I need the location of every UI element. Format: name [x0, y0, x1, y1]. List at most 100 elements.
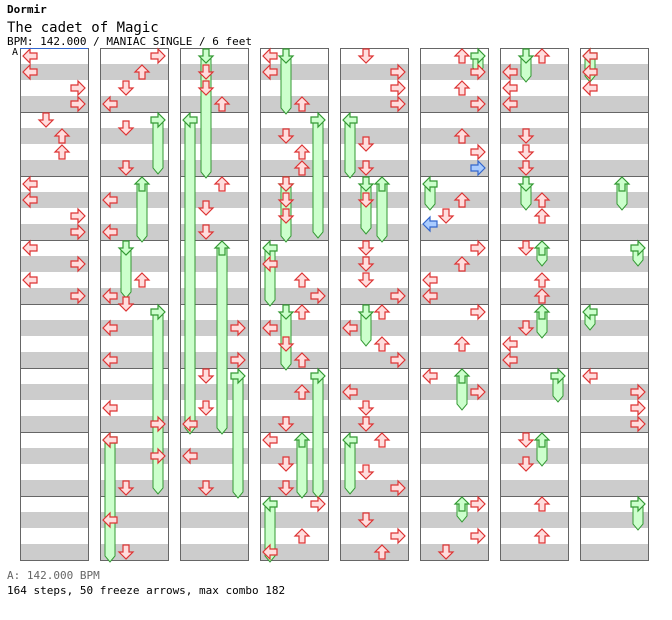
freeze-head-arrow: [197, 48, 215, 64]
freeze-arrow: [296, 439, 308, 499]
beat-stripe: [420, 192, 488, 208]
freeze-head-arrow: [182, 111, 198, 129]
beat-stripe: [260, 96, 328, 112]
beat-stripe: [20, 256, 88, 272]
step-arrow: [22, 47, 38, 65]
freeze-arrow: [376, 183, 388, 243]
freeze-head-arrow: [277, 48, 295, 64]
step-arrow: [277, 336, 295, 352]
beat-stripe: [180, 512, 248, 528]
beat-stripe: [420, 480, 488, 496]
beat-stripe: [100, 544, 168, 560]
step-arrow: [357, 240, 375, 256]
beat-stripe: [100, 128, 168, 144]
beat-stripe: [420, 64, 488, 80]
beat-stripe: [100, 288, 168, 304]
freeze-head-arrow: [117, 240, 135, 256]
beat-stripe: [420, 352, 488, 368]
beat-stripe: [100, 320, 168, 336]
freeze-arrow: [344, 119, 356, 179]
beat-stripe: [580, 128, 648, 144]
beat-stripe: [100, 480, 168, 496]
freeze-head-arrow: [630, 495, 646, 513]
beat-stripe: [260, 288, 328, 304]
beat-stripe: [340, 512, 408, 528]
beat-stripe: [580, 160, 648, 176]
step-arrow: [582, 47, 598, 65]
step-arrow: [293, 160, 311, 176]
step-arrow: [582, 63, 598, 81]
beat-stripe: [20, 512, 88, 528]
freeze-head-arrow: [582, 303, 598, 321]
step-arrow: [390, 63, 406, 81]
step-arrow: [390, 95, 406, 113]
step-arrow: [357, 192, 375, 208]
beat-stripe: [580, 192, 648, 208]
beat-stripe: [500, 128, 568, 144]
beat-stripe: [180, 128, 248, 144]
step-arrow: [502, 95, 518, 113]
beat-stripe: [340, 96, 408, 112]
beat-stripe: [500, 160, 568, 176]
beat-stripe: [180, 416, 248, 432]
beat-stripe: [100, 352, 168, 368]
freeze-head-arrow: [133, 176, 151, 192]
beat-stripe: [180, 160, 248, 176]
step-arrow: [102, 191, 118, 209]
step-arrow: [262, 63, 278, 81]
shock-arrow: [470, 159, 486, 177]
step-arrow: [630, 399, 646, 417]
step-arrow: [533, 192, 551, 208]
beat-stripe: [340, 288, 408, 304]
step-arrow: [533, 528, 551, 544]
step-arrow: [117, 160, 135, 176]
step-arrow: [197, 64, 215, 80]
beat-stripe: [260, 256, 328, 272]
step-arrow: [70, 95, 86, 113]
beat-stripe: [500, 192, 568, 208]
beat-stripe: [100, 192, 168, 208]
step-arrow: [390, 79, 406, 97]
step-arrow: [357, 464, 375, 480]
step-arrow: [213, 176, 231, 192]
step-arrow: [262, 431, 278, 449]
beat-stripe: [180, 352, 248, 368]
step-arrow: [470, 527, 486, 545]
step-arrow: [470, 383, 486, 401]
step-arrow: [517, 456, 535, 472]
beat-stripe: [20, 448, 88, 464]
freeze-head-arrow: [453, 496, 471, 512]
freeze-head-arrow: [293, 432, 311, 448]
step-arrow: [22, 239, 38, 257]
beat-stripe: [580, 64, 648, 80]
step-arrow: [342, 319, 358, 337]
step-arrow: [182, 447, 198, 465]
step-arrow: [102, 399, 118, 417]
song-title: The cadet of Magic: [7, 20, 159, 36]
beat-stripe: [20, 320, 88, 336]
freeze-arrow: [216, 247, 228, 435]
step-arrow: [277, 208, 295, 224]
step-arrow: [197, 224, 215, 240]
step-arrow: [357, 256, 375, 272]
step-arrow: [102, 287, 118, 305]
step-arrow: [373, 544, 391, 560]
beat-stripe: [20, 544, 88, 560]
step-arrow: [70, 207, 86, 225]
step-arrow: [102, 223, 118, 241]
step-arrow: [277, 176, 295, 192]
beat-stripe: [20, 352, 88, 368]
beat-stripe: [500, 384, 568, 400]
freeze-head-arrow: [422, 175, 438, 193]
freeze-arrow: [184, 119, 196, 435]
shock-arrow: [422, 215, 438, 233]
step-arrow: [230, 351, 246, 369]
freeze-head-arrow: [470, 47, 486, 65]
freeze-arrow: [152, 119, 164, 175]
step-arrow: [133, 272, 151, 288]
step-arrow: [517, 160, 535, 176]
step-arrow: [373, 336, 391, 352]
beat-stripe: [420, 288, 488, 304]
beat-stripe: [340, 544, 408, 560]
